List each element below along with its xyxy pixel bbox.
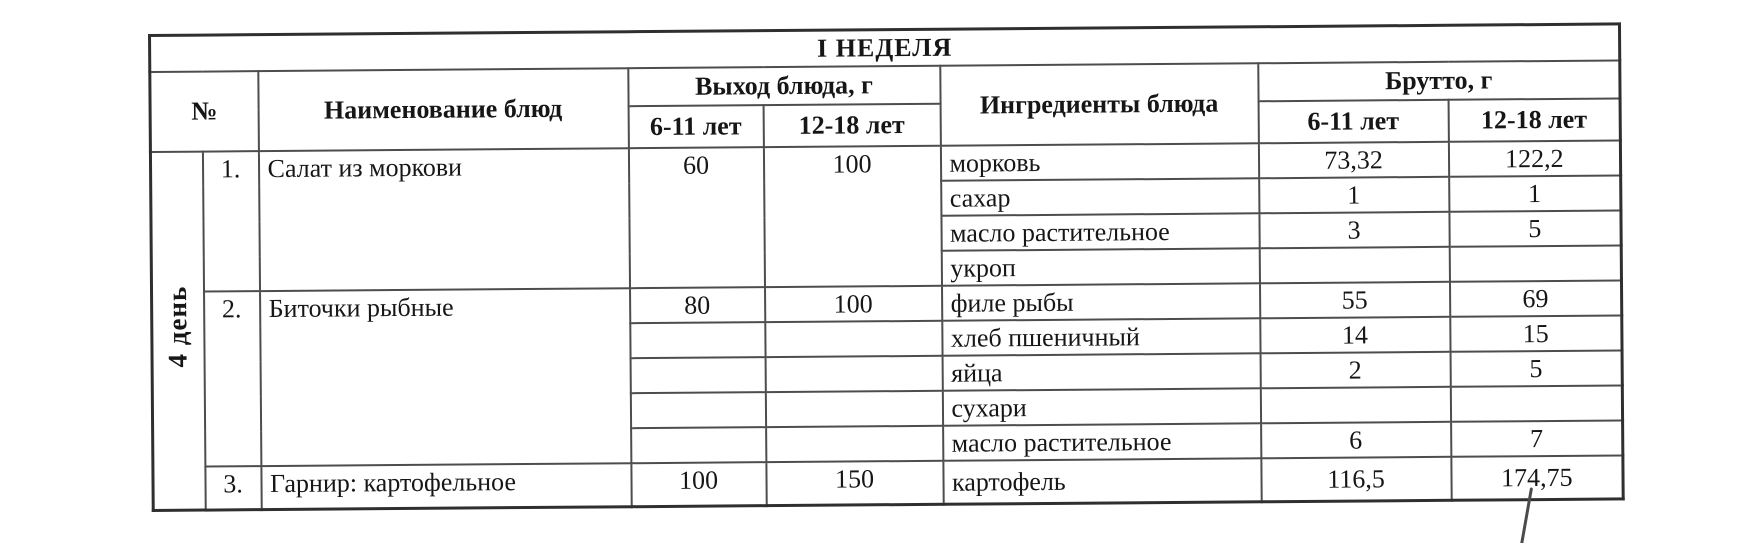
cell-gross-12-18: 7 bbox=[1450, 419, 1623, 457]
cell-output-12-18: 100 bbox=[764, 285, 942, 322]
day-label: 4 день bbox=[162, 285, 193, 368]
cell-output-12-18-empty bbox=[765, 355, 943, 392]
column-header-gross-group: Брутто, г bbox=[1257, 59, 1621, 101]
column-header-output-age-12-18: 12-18 лет bbox=[763, 103, 941, 147]
cell-gross-12-18: 1 bbox=[1448, 174, 1622, 212]
cell-gross-6-11: 14 bbox=[1259, 316, 1451, 353]
column-header-gross-age-6-11: 6-11 лет bbox=[1258, 99, 1449, 143]
cell-gross-12-18: 69 bbox=[1449, 279, 1622, 317]
cell-output-6-11: 100 bbox=[630, 461, 767, 507]
cell-gross-6-11: 116,5 bbox=[1260, 456, 1452, 502]
cell-output-12-18: 150 bbox=[765, 460, 944, 506]
cell-gross-12-18 bbox=[1449, 244, 1622, 282]
column-header-gross-age-12-18: 12-18 лет bbox=[1448, 97, 1621, 142]
cell-gross-6-11 bbox=[1259, 246, 1450, 283]
cell-gross-12-18 bbox=[1450, 384, 1623, 422]
cell-gross-6-11: 3 bbox=[1258, 211, 1450, 248]
cell-dish-name: Биточки рыбные bbox=[259, 287, 631, 466]
cell-ingredient-name: сухари bbox=[942, 387, 1261, 426]
cell-ingredient-name: морковь bbox=[940, 142, 1259, 181]
cell-output-12-18-empty bbox=[765, 390, 943, 427]
cell-gross-12-18: 5 bbox=[1448, 209, 1622, 247]
cell-gross-12-18: 174,75 bbox=[1450, 454, 1624, 501]
cell-ingredient-name: масло растительное bbox=[942, 422, 1261, 461]
cell-output-6-11: 80 bbox=[629, 286, 765, 323]
cell-output-6-11: 60 bbox=[628, 146, 765, 288]
cell-gross-6-11: 55 bbox=[1259, 281, 1450, 318]
column-header-output-age-6-11: 6-11 лет bbox=[628, 104, 764, 148]
cell-ingredient-name: хлеб пшеничный bbox=[941, 317, 1261, 356]
cell-dish-name: Гарнир: картофельное bbox=[260, 462, 632, 510]
cell-dish-number: 2. bbox=[203, 290, 261, 467]
column-header-output-group: Выход блюда, г bbox=[627, 65, 941, 106]
cell-output-12-18-empty bbox=[765, 425, 943, 462]
cell-output-6-11-empty bbox=[630, 356, 766, 393]
cell-output-6-11-empty bbox=[630, 391, 766, 428]
cell-gross-12-18: 5 bbox=[1450, 349, 1623, 387]
cell-output-6-11-empty bbox=[630, 426, 766, 463]
cell-ingredient-name: филе рыбы bbox=[941, 282, 1260, 321]
cell-output-6-11-empty bbox=[629, 321, 766, 358]
weekly-menu-table: I НЕДЕЛЯ № Наименование блюд Выход блюда… bbox=[148, 22, 1625, 512]
column-header-dish-name: Наименование блюд bbox=[257, 67, 629, 151]
cell-gross-6-11: 2 bbox=[1260, 351, 1451, 388]
cell-gross-6-11: 73,32 bbox=[1258, 141, 1449, 178]
cell-output-12-18: 100 bbox=[763, 145, 942, 287]
day-label-cell: 4 день bbox=[150, 151, 206, 511]
cell-ingredient-name: картофель bbox=[942, 457, 1262, 505]
cell-dish-number: 3. bbox=[204, 465, 262, 511]
column-header-number: № bbox=[149, 70, 259, 152]
cell-gross-6-11: 6 bbox=[1260, 421, 1451, 458]
cell-dish-name: Салат из моркови bbox=[258, 147, 630, 291]
cell-ingredient-name: яйца bbox=[942, 352, 1261, 391]
cell-output-12-18-empty bbox=[764, 320, 943, 357]
menu-table-wrapper: I НЕДЕЛЯ № Наименование блюд Выход блюда… bbox=[148, 22, 1625, 512]
cell-gross-6-11 bbox=[1260, 386, 1451, 423]
column-header-ingredients: Ингредиенты блюда bbox=[939, 62, 1259, 146]
cell-gross-6-11: 1 bbox=[1258, 176, 1449, 213]
cell-ingredient-name: укроп bbox=[941, 247, 1260, 286]
cell-ingredient-name: масло растительное bbox=[940, 212, 1260, 251]
cell-dish-number: 1. bbox=[202, 150, 260, 292]
cell-gross-12-18: 15 bbox=[1449, 314, 1623, 352]
cell-gross-12-18: 122,2 bbox=[1448, 139, 1621, 177]
cell-ingredient-name: сахар bbox=[940, 177, 1259, 216]
